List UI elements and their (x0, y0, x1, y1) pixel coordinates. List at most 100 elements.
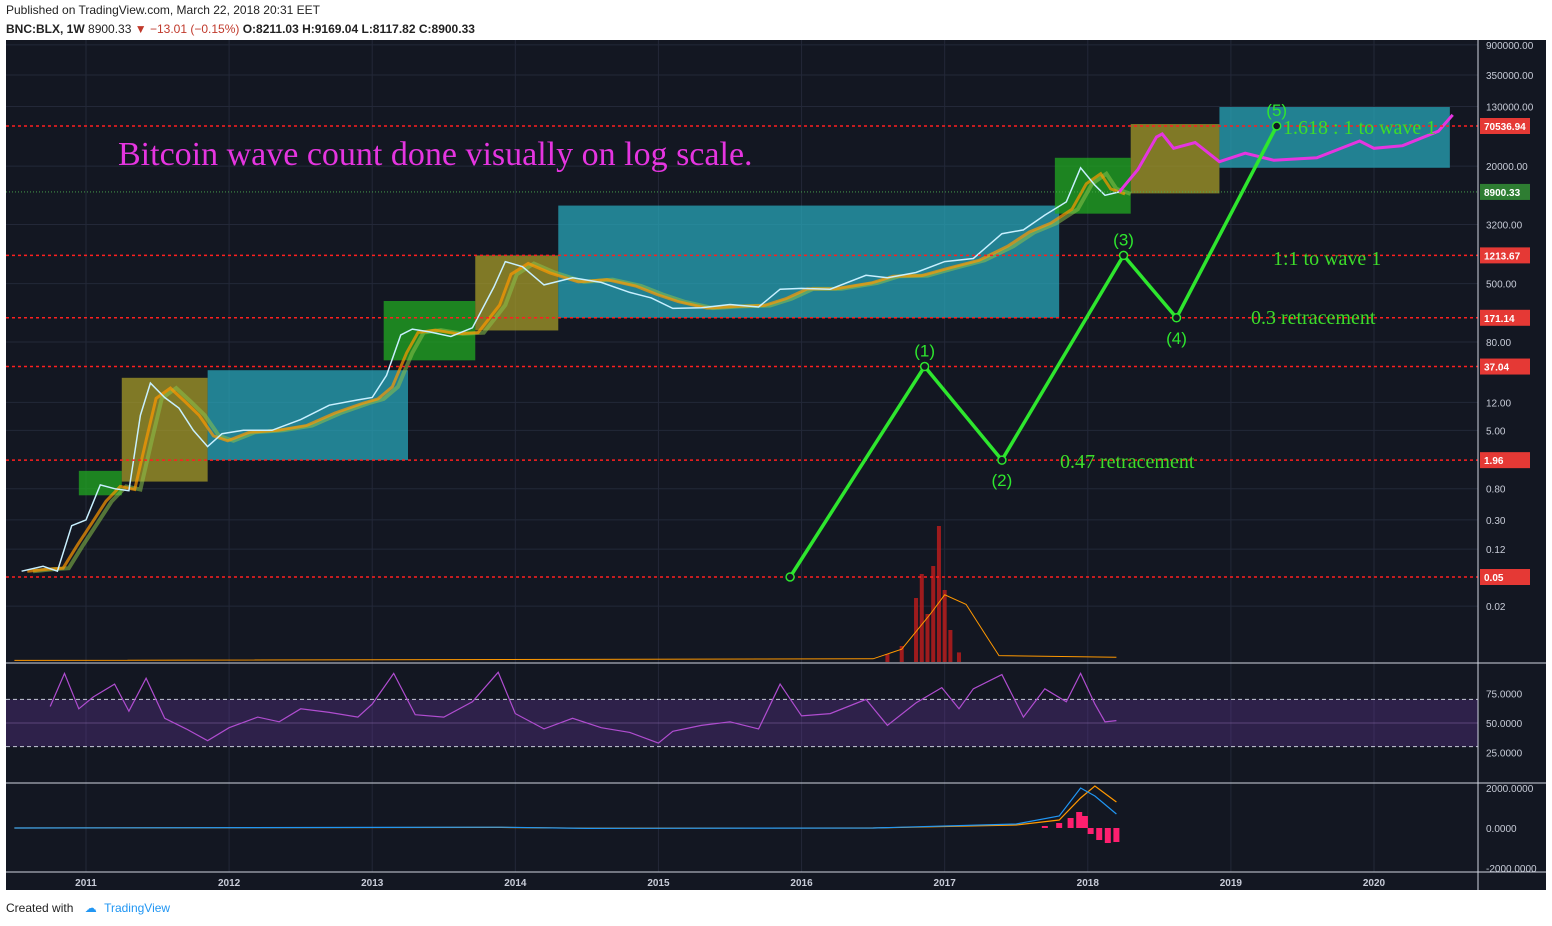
y-tick-label: 350000.00 (1486, 71, 1534, 82)
price-label: 8900.33 (1484, 188, 1521, 199)
wave-label: (4) (1166, 329, 1187, 348)
volume-bar (931, 566, 936, 662)
volume-bar (885, 654, 890, 662)
volume-bar (914, 598, 919, 662)
macd-histogram-bar (1067, 818, 1074, 828)
annotation-wave1-ext: 1.618 : 1 to wave 1 (1283, 117, 1436, 139)
volume-bar (899, 646, 904, 662)
volume-bar (936, 526, 941, 662)
last-price: 8900.33 (88, 22, 132, 36)
published-caption: Published on TradingView.com, March 22, … (6, 3, 320, 17)
volume-bar (919, 574, 924, 662)
wave-label: (3) (1113, 230, 1134, 249)
macd-line (14, 787, 1117, 830)
x-tick-label: 2015 (647, 878, 670, 889)
chart-canvas[interactable]: (1) (2) (3) (4) (5) Bitcoin wave count done … (6, 40, 1546, 890)
y-tick-label: 3200.00 (1486, 221, 1523, 232)
volume-pane (14, 526, 1117, 662)
macd-histogram-bar (1113, 828, 1120, 842)
wave-point (1118, 250, 1129, 261)
price-label-bg (1480, 309, 1530, 326)
x-tick-label: 2018 (1077, 878, 1100, 889)
x-tick-label: 2016 (790, 878, 813, 889)
forecast-line (1118, 113, 1454, 193)
rsi-tick-label: 25.0000 (1486, 749, 1523, 760)
rsi-line (49, 671, 1117, 744)
wave-point (1171, 313, 1182, 323)
wave-label: (1) (914, 342, 935, 361)
price-label: 0.05 (1484, 573, 1504, 584)
x-tick-label: 2013 (361, 878, 384, 889)
volume-bar (948, 630, 953, 662)
wave-point (997, 455, 1007, 465)
y-tick-label: 20000.00 (1486, 162, 1528, 173)
macd-histogram-bar (1104, 828, 1111, 843)
wave-point (1271, 121, 1282, 131)
price-label-bg (1480, 183, 1530, 200)
volume-bar (942, 590, 947, 662)
price-series (21, 113, 1454, 574)
annotation-ret047: 0.47 retracement (1060, 451, 1195, 473)
volume-bar (956, 652, 961, 662)
axes: 70536.94 8900.33 1213.67 171.14 37.04 1.96 0.0… (6, 40, 1546, 890)
macd-histogram-bar (1096, 828, 1103, 840)
chart-background (6, 40, 1546, 890)
macd-histogram-bar (1081, 816, 1088, 828)
annotation-title: Bitcoin wave count done visually on log … (118, 136, 753, 173)
wave-point (785, 572, 795, 582)
price-label-bg (1480, 569, 1530, 585)
tradingview-logo-icon[interactable]: ☁ (84, 901, 97, 915)
wave-point (919, 361, 930, 372)
rsi-pane (6, 671, 1478, 748)
macd-tick-label: -2000.0000 (1486, 864, 1537, 875)
ma-ribbon-fast (27, 171, 1126, 573)
y-tick-label: 80.00 (1486, 338, 1511, 349)
wave-label: (2) (992, 471, 1013, 490)
ohlc-low: L:8117.82 (361, 22, 416, 36)
macd-histogram-bar (1056, 823, 1063, 828)
chart-annotations: Bitcoin wave count done visually on log … (118, 117, 1436, 473)
price-line (21, 166, 1120, 573)
symbol-label[interactable]: BNC:BLX, 1W (6, 22, 85, 36)
x-tick-label: 2012 (218, 878, 241, 889)
ohlc-open: O:8211.03 (242, 22, 299, 36)
price-label-bg (1480, 358, 1530, 375)
x-tick-label: 2017 (934, 878, 957, 889)
wave-label: (5) (1266, 101, 1287, 120)
footer: Created with ☁ TradingView (6, 901, 170, 915)
price-label-bg (1480, 452, 1530, 469)
ohlc-high: H:9169.04 (302, 22, 359, 36)
macd-tick-label: 2000.0000 (1486, 784, 1534, 795)
annotation-ret03: 0.3 retracement (1251, 307, 1376, 329)
price-label: 1213.67 (1484, 251, 1521, 262)
macd-tick-label: 0.0000 (1486, 824, 1517, 835)
x-tick-label: 2014 (504, 878, 527, 889)
x-tick-label: 2020 (1363, 878, 1386, 889)
symbol-legend: BNC:BLX, 1W 8900.33 ▼ −13.01 (−0.15%) O:… (6, 22, 475, 36)
y-tick-label: 0.80 (1486, 485, 1506, 496)
volume-ma-line (14, 594, 1117, 661)
y-tick-label: 0.12 (1486, 545, 1506, 556)
elliott-wave-lines: (1) (2) (3) (4) (5) (785, 101, 1287, 582)
y-tick-label: 5.00 (1486, 426, 1506, 437)
rsi-tick-label: 75.0000 (1486, 690, 1523, 701)
price-change: ▼ −13.01 (−0.15%) (134, 22, 240, 36)
y-tick-label: 12.00 (1486, 398, 1511, 409)
volume-bar (925, 614, 930, 662)
annotation-wave1-eq: 1:1 to wave 1 (1273, 248, 1381, 270)
macd-pane (14, 785, 1120, 843)
price-label: 1.96 (1484, 456, 1504, 467)
y-tick-label: 500.00 (1486, 280, 1517, 291)
tradingview-brand[interactable]: TradingView (104, 901, 171, 915)
rsi-tick-label: 50.0000 (1486, 719, 1523, 730)
macd-histogram-bar (1087, 828, 1094, 834)
y-tick-label: 0.02 (1486, 602, 1506, 613)
price-label: 37.04 (1484, 363, 1509, 374)
wave-path (788, 125, 1279, 578)
price-label: 171.14 (1484, 314, 1515, 325)
y-tick-label: 0.30 (1486, 516, 1506, 527)
x-tick-label: 2019 (1220, 878, 1243, 889)
ohlc-close: C:8900.33 (418, 22, 475, 36)
price-label-bg (1480, 118, 1530, 134)
price-label: 70536.94 (1484, 122, 1526, 133)
